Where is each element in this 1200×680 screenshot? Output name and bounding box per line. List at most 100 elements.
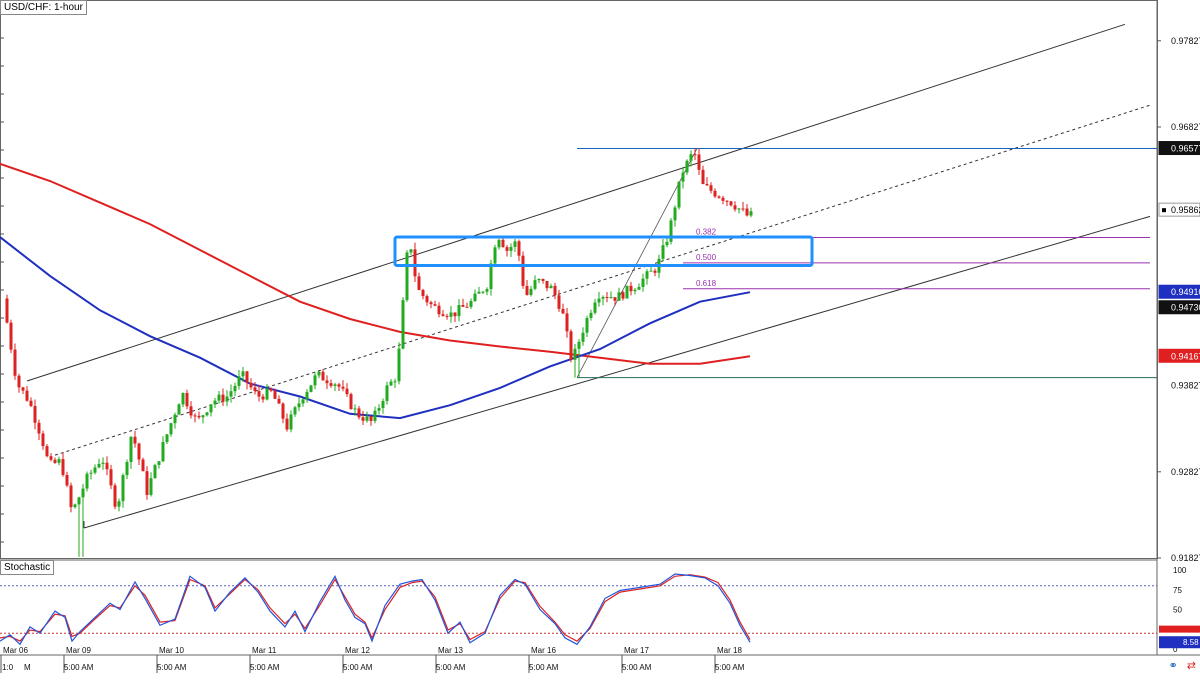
candle-body bbox=[577, 341, 581, 349]
candle-body bbox=[661, 245, 665, 259]
date-label: Mar 11 bbox=[252, 646, 277, 655]
candle-body bbox=[573, 348, 577, 360]
candle-body bbox=[617, 292, 621, 301]
time-label: 1:0 bbox=[2, 663, 14, 672]
candle-body bbox=[201, 415, 205, 418]
candle-body bbox=[749, 211, 753, 216]
candle-body bbox=[141, 459, 145, 472]
time-label: 5:00 AM bbox=[64, 663, 94, 672]
candle-body bbox=[245, 371, 249, 383]
price-tag-label: 0.96577 bbox=[1171, 144, 1200, 154]
candle-body bbox=[585, 318, 589, 333]
fullscreen-arrow-icon[interactable]: ⇄ bbox=[1186, 660, 1196, 672]
candle-body bbox=[601, 296, 605, 299]
candle-body bbox=[381, 401, 385, 409]
candle-body bbox=[445, 315, 449, 317]
candle-body bbox=[353, 408, 357, 410]
candle-body bbox=[529, 288, 533, 295]
candle-body bbox=[737, 208, 741, 210]
chat-icon[interactable]: ⚭ bbox=[1168, 660, 1178, 672]
stochastic-k-line bbox=[0, 573, 751, 646]
price-tag-background bbox=[1158, 300, 1200, 315]
candle-body bbox=[385, 385, 389, 402]
candle-body bbox=[717, 196, 721, 198]
candle-body bbox=[457, 305, 461, 317]
candle-body bbox=[681, 172, 685, 182]
indicator-title: Stochastic bbox=[0, 560, 55, 575]
candle-body bbox=[733, 205, 737, 210]
time-label: 5:00 AM bbox=[250, 663, 280, 672]
candle-body bbox=[641, 278, 645, 287]
candle-body bbox=[569, 331, 573, 360]
candle-body bbox=[281, 403, 285, 419]
candle-body bbox=[513, 241, 517, 247]
candle-body bbox=[505, 247, 509, 251]
candle-body bbox=[177, 404, 181, 415]
candle-body bbox=[145, 471, 149, 495]
candle-body bbox=[41, 433, 45, 447]
candle-body bbox=[241, 371, 245, 377]
candle-body bbox=[565, 313, 569, 332]
candle-body bbox=[493, 247, 497, 264]
candle-body bbox=[113, 485, 117, 507]
candle-body bbox=[29, 400, 33, 406]
candle-body bbox=[537, 278, 541, 281]
candle-body bbox=[97, 463, 101, 468]
candle-body bbox=[741, 208, 745, 210]
candle-body bbox=[401, 300, 405, 349]
candle-body bbox=[253, 387, 257, 392]
stochastic-tick-label: 100 bbox=[1173, 566, 1187, 575]
candle-body bbox=[173, 414, 177, 424]
candle-body bbox=[461, 305, 465, 307]
candle-body bbox=[469, 301, 473, 307]
candle-body bbox=[73, 504, 77, 508]
candle-body bbox=[605, 296, 609, 298]
candle-body bbox=[485, 289, 489, 292]
candle-body bbox=[77, 497, 81, 505]
stochastic-tick-label: 75 bbox=[1173, 586, 1182, 595]
candle-body bbox=[349, 394, 353, 410]
date-label: Mar 18 bbox=[717, 646, 742, 655]
candle-body bbox=[81, 488, 85, 498]
candle-body bbox=[653, 270, 657, 273]
candle-body bbox=[185, 392, 189, 407]
candle-body bbox=[557, 295, 561, 309]
candle-body bbox=[285, 418, 289, 430]
date-label: Mar 13 bbox=[438, 646, 463, 655]
candle-body bbox=[161, 442, 165, 462]
price-tick-label: 0.92827 bbox=[1171, 467, 1200, 477]
date-label: Mar 06 bbox=[3, 646, 28, 655]
candle-body bbox=[417, 276, 421, 290]
candle-body bbox=[541, 278, 545, 281]
candle-body bbox=[397, 348, 401, 382]
candle-body bbox=[221, 394, 225, 402]
chart-title: USD/CHF: 1-hour bbox=[0, 0, 87, 15]
date-label: Mar 12 bbox=[345, 646, 370, 655]
candle-body bbox=[269, 388, 273, 391]
candle-body bbox=[49, 456, 53, 460]
fib-level-label: 0.618 bbox=[696, 279, 717, 288]
candle-body bbox=[701, 169, 705, 184]
candle-body bbox=[289, 414, 293, 430]
candle-body bbox=[509, 246, 513, 251]
candle-body bbox=[325, 380, 329, 384]
price-tag-background bbox=[1158, 348, 1200, 363]
candle-body bbox=[465, 306, 469, 308]
candle-body bbox=[377, 408, 381, 411]
candle-body bbox=[721, 197, 725, 201]
candle-body bbox=[477, 291, 481, 294]
candle-body bbox=[533, 280, 537, 289]
candle-body bbox=[609, 297, 613, 299]
candle-body bbox=[705, 183, 709, 186]
stochastic-value-label: 8.58 bbox=[1183, 638, 1199, 647]
candle-body bbox=[17, 375, 21, 388]
candle-body bbox=[409, 249, 413, 253]
candle-body bbox=[265, 388, 269, 400]
candle-body bbox=[313, 375, 317, 386]
candle-body bbox=[193, 415, 197, 417]
date-label: Mar 16 bbox=[531, 646, 556, 655]
candle-body bbox=[213, 400, 217, 405]
